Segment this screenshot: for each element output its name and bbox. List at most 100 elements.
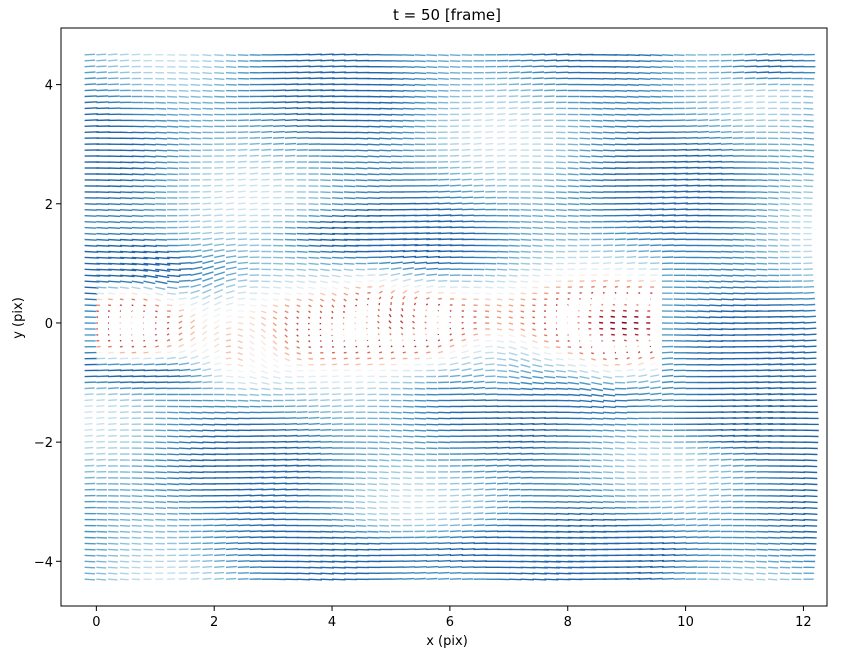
vector-arrow — [273, 125, 286, 127]
vector-arrow — [378, 284, 385, 288]
vector-arrow — [379, 429, 390, 432]
vector-arrow — [508, 428, 523, 431]
vector-arrow — [143, 369, 157, 372]
vector-arrow — [496, 375, 508, 378]
vector-arrow — [449, 536, 462, 539]
vector-arrow — [131, 357, 140, 360]
vector-arrow — [225, 560, 238, 562]
vector-arrow — [249, 190, 258, 193]
vector-arrow — [167, 453, 179, 456]
vector-arrow — [320, 566, 335, 569]
vector-arrow — [131, 501, 143, 503]
vector-arrow — [213, 325, 220, 330]
vector-arrow — [284, 334, 288, 338]
vector-arrow — [284, 304, 290, 308]
vector-arrow — [155, 113, 167, 116]
vector-arrow — [449, 524, 461, 527]
vector-arrow — [155, 489, 167, 492]
vector-arrow — [732, 440, 747, 443]
vector-arrow — [591, 161, 604, 164]
vector-arrow — [496, 310, 502, 313]
vector-arrow — [143, 161, 156, 164]
vector-arrow — [367, 161, 380, 164]
vector-arrow — [343, 572, 358, 575]
vector-arrow — [520, 286, 528, 289]
vector-arrow — [768, 185, 779, 188]
vector-arrow — [720, 131, 732, 133]
vector-arrow — [697, 530, 709, 533]
vector-arrow — [213, 355, 221, 360]
vector-arrow — [343, 363, 349, 366]
vector-arrow — [84, 434, 93, 437]
vector-arrow — [603, 501, 615, 503]
vector-arrow — [108, 417, 117, 419]
vector-arrow — [779, 518, 793, 521]
vector-arrow — [249, 399, 261, 402]
vector-arrow — [190, 260, 203, 265]
vector-arrow — [178, 143, 190, 146]
vector-arrow — [614, 232, 627, 235]
vector-arrow — [567, 155, 579, 158]
vector-arrow — [602, 352, 605, 355]
vector-arrow — [320, 215, 333, 218]
vector-arrow — [178, 483, 192, 486]
vector-arrow — [84, 286, 99, 289]
vector-arrow — [520, 262, 531, 265]
vector-arrow — [473, 148, 482, 151]
vector-arrow — [155, 125, 167, 128]
vector-arrow — [343, 375, 351, 378]
vector-arrow — [402, 441, 414, 444]
vector-arrow — [367, 345, 370, 348]
vector-arrow — [296, 364, 303, 367]
vector-arrow — [237, 232, 247, 235]
vector-arrow — [237, 405, 250, 408]
vector-arrow — [697, 464, 707, 467]
vector-arrow — [214, 536, 226, 539]
vector-arrow — [567, 215, 579, 217]
vector-arrow — [84, 399, 94, 402]
vector-arrow — [438, 220, 452, 223]
vector-arrow — [167, 362, 179, 366]
vector-arrow — [496, 316, 502, 319]
vector-arrow — [768, 226, 778, 229]
vector-arrow — [225, 237, 236, 241]
vector-arrow — [119, 185, 133, 188]
vector-arrow — [685, 298, 698, 301]
vector-arrow — [402, 272, 413, 276]
vector-arrow — [496, 292, 504, 295]
vector-arrow — [273, 429, 287, 431]
vector-arrow — [532, 304, 536, 307]
vector-arrow — [744, 560, 755, 563]
vector-arrow — [709, 274, 722, 277]
vector-arrow — [744, 250, 756, 253]
vector-arrow — [579, 387, 592, 391]
vector-arrow — [697, 286, 710, 289]
vector-arrow — [131, 179, 145, 182]
vector-arrow — [485, 142, 494, 145]
vector-arrow — [544, 352, 552, 355]
vector-arrow — [367, 471, 378, 474]
vector-arrow — [190, 243, 201, 247]
vector-arrow — [426, 405, 439, 408]
vector-arrow — [567, 507, 581, 509]
vector-arrow — [355, 155, 368, 158]
vector-arrow — [591, 274, 598, 276]
vector-arrow — [508, 452, 522, 455]
vector-arrow — [650, 571, 664, 574]
vector-arrow — [449, 338, 454, 342]
vector-arrow — [732, 452, 745, 455]
vector-arrow — [697, 334, 711, 337]
vector-arrow — [237, 220, 247, 223]
vector-arrow — [555, 518, 570, 521]
vector-arrow — [119, 560, 130, 563]
vector-arrow — [84, 238, 97, 241]
vector-arrow — [555, 197, 567, 200]
vector-arrow — [108, 197, 121, 200]
vector-arrow — [237, 566, 250, 568]
vector-arrow — [555, 507, 569, 509]
vector-arrow — [378, 296, 382, 300]
vector-arrow — [520, 226, 532, 229]
vector-arrow — [119, 369, 134, 372]
vector-arrow — [638, 398, 651, 402]
vector-arrow — [390, 435, 402, 438]
